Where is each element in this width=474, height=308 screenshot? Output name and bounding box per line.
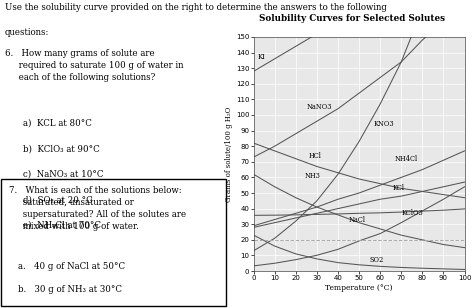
Text: KClO3: KClO3 [401,209,423,217]
Y-axis label: Grams of solute/100 g H₂O: Grams of solute/100 g H₂O [225,106,233,202]
Text: e)  NH₄Cl at 70°C: e) NH₄Cl at 70°C [23,221,101,230]
Text: KCl: KCl [393,184,405,192]
Text: NH3: NH3 [304,172,320,180]
Text: KI: KI [258,53,265,61]
Text: 6.   How many grams of solute are
     required to saturate 100 g of water in
  : 6. How many grams of solute are required… [5,49,183,82]
Text: questions:: questions: [5,28,49,37]
Text: KNO3: KNO3 [374,120,394,128]
Text: NaCl: NaCl [348,216,365,224]
Text: 7.   What is each of the solutions below:
     saturated, unsaturated or
     su: 7. What is each of the solutions below: … [9,186,186,231]
FancyBboxPatch shape [1,179,227,306]
Text: Use the solubility curve provided on the right to determine the answers to the f: Use the solubility curve provided on the… [5,3,386,12]
Text: Solubility Curves for Selected Solutes: Solubility Curves for Selected Solutes [259,14,446,23]
Text: NaNO3: NaNO3 [306,103,332,111]
Text: c)  NaNO₃ at 10°C: c) NaNO₃ at 10°C [23,170,103,179]
Text: d)  SO₂ at 20 °C: d) SO₂ at 20 °C [23,195,93,204]
Text: b)  KClO₃ at 90°C: b) KClO₃ at 90°C [23,144,100,153]
Text: b.   30 g of NH₃ at 30°C: b. 30 g of NH₃ at 30°C [18,285,122,294]
Text: a.   40 g of NaCl at 50°C: a. 40 g of NaCl at 50°C [18,262,126,271]
X-axis label: Temperature (°C): Temperature (°C) [325,284,393,292]
Text: NH4Cl: NH4Cl [395,155,418,163]
Text: a)  KCL at 80°C: a) KCL at 80°C [23,119,92,128]
Text: SO2: SO2 [370,256,384,264]
Text: HCl: HCl [309,152,321,160]
